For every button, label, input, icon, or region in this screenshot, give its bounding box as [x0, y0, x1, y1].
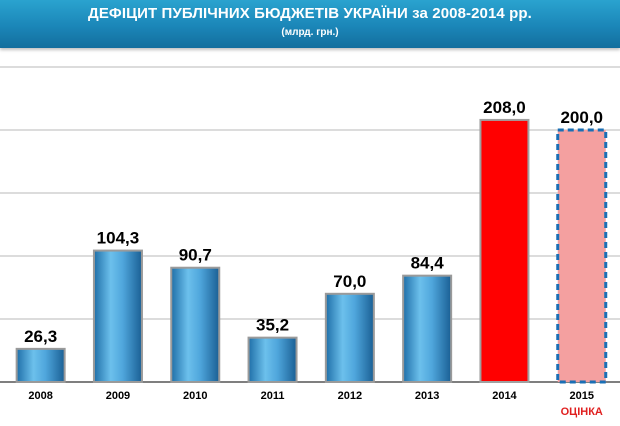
bar-2010 [170, 266, 221, 383]
data-label-2008: 26,3 [24, 327, 57, 346]
data-label-2010: 90,7 [179, 246, 212, 265]
bar-2008 [15, 347, 66, 383]
chart-subtitle: (млрд. грн.) [281, 27, 339, 38]
bar-2011 [247, 336, 298, 384]
data-label-2009: 104,3 [97, 229, 140, 248]
estimate-note: ОЦІНКА [561, 406, 603, 418]
x-tick-label-2010: 2010 [183, 390, 207, 402]
bar-2012 [324, 292, 375, 383]
x-tick-label-2011: 2011 [261, 390, 285, 402]
x-tick-label-2009: 2009 [106, 390, 130, 402]
data-label-2014: 208,0 [483, 98, 526, 117]
bar-2009 [92, 249, 143, 383]
bar-2015 [556, 128, 608, 384]
x-tick-label-2014: 2014 [492, 390, 517, 402]
data-label-2011: 35,2 [256, 316, 289, 335]
x-tick-label-2008: 2008 [28, 390, 52, 402]
bar-2013 [402, 274, 453, 384]
x-tick-label-2013: 2013 [415, 390, 439, 402]
header-banner: ДЕФІЦИТ ПУБЛІЧНИХ БЮДЖЕТІВ УКРАЇНИ за 20… [0, 0, 620, 48]
data-label-2015: 200,0 [560, 108, 603, 127]
data-label-2012: 70,0 [333, 272, 366, 291]
bar-2014 [479, 118, 530, 383]
data-label-2013: 84,4 [411, 254, 445, 273]
x-tick-label-2015: 2015 [570, 390, 594, 402]
chart-title: ДЕФІЦИТ ПУБЛІЧНИХ БЮДЖЕТІВ УКРАЇНИ за 20… [88, 5, 532, 22]
x-tick-label-2012: 2012 [338, 390, 362, 402]
